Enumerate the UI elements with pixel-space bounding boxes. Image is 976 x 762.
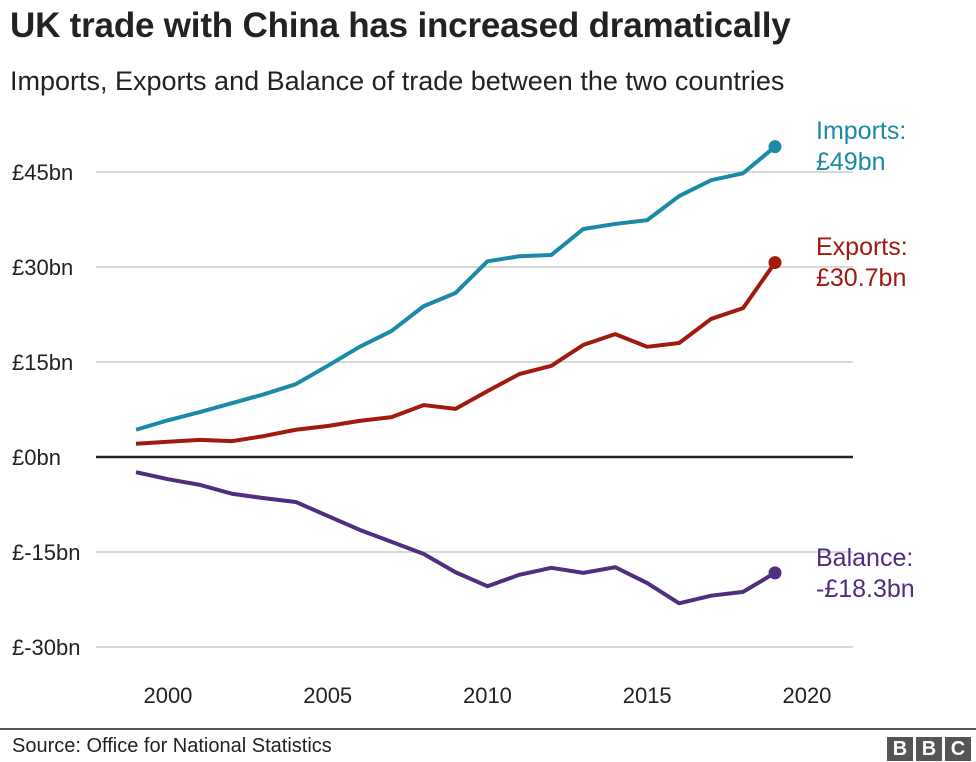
imports-end-marker xyxy=(768,140,782,154)
balance-line xyxy=(135,470,777,606)
exports-label-value: £30.7bn xyxy=(816,264,907,292)
line-chart: £45bn £30bn £15bn £0bn £-15bn £-30bn 2000 2005 2… xyxy=(12,140,853,708)
x-tick-label: 2020 xyxy=(782,683,831,708)
bbc-logo: B B C xyxy=(887,737,971,761)
imports-line xyxy=(135,145,777,432)
chart-subtitle: Imports, Exports and Balance of trade be… xyxy=(10,66,785,96)
x-tick-label: 2015 xyxy=(623,683,672,708)
x-tick-label: 2005 xyxy=(303,683,352,708)
balance-label: Balance: -£18.3bn xyxy=(816,543,915,605)
bbc-logo-b1: B xyxy=(887,737,913,761)
footer-divider xyxy=(0,728,976,730)
balance-end-marker xyxy=(768,566,782,580)
exports-label-name: Exports: xyxy=(816,233,908,261)
x-tick-label: 2010 xyxy=(463,683,512,708)
y-tick-label: £15bn xyxy=(12,350,73,375)
source-note: Source: Office for National Statistics xyxy=(12,735,332,757)
y-tick-label: £30bn xyxy=(12,255,73,280)
exports-line xyxy=(135,261,777,446)
balance-label-value: -£18.3bn xyxy=(816,575,915,603)
y-tick-label: £45bn xyxy=(12,160,73,185)
imports-label-name: Imports: xyxy=(816,117,907,145)
exports-end-marker xyxy=(768,256,782,270)
imports-label-value: £49bn xyxy=(816,148,886,176)
bbc-logo-c: C xyxy=(945,737,971,761)
exports-label: Exports: £30.7bn xyxy=(816,232,908,294)
x-tick-label: 2000 xyxy=(143,683,192,708)
bbc-logo-b2: B xyxy=(916,737,942,761)
y-tick-label: £-15bn xyxy=(12,540,81,565)
imports-label: Imports: £49bn xyxy=(816,116,906,178)
chart-title: UK trade with China has increased dramat… xyxy=(10,6,791,45)
y-tick-label: £-30bn xyxy=(12,635,81,660)
balance-label-name: Balance: xyxy=(816,544,914,572)
y-tick-label: £0bn xyxy=(12,445,61,470)
